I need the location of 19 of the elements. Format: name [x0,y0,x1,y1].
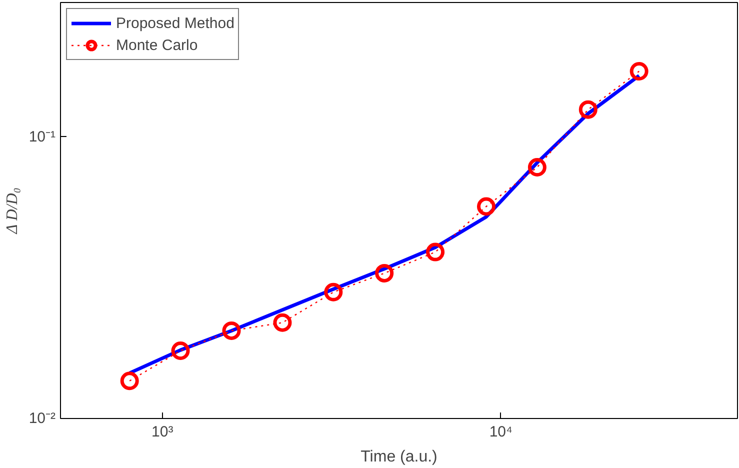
point [375,264,394,282]
point [273,313,292,332]
point [630,62,648,80]
point [476,197,496,216]
x-tick-label: 10⁴ [489,424,512,440]
y-tick-label: 10⁻² [28,410,56,427]
point [171,342,190,360]
point [222,321,241,340]
legend-label: Proposed Method [116,14,234,32]
y-tick-label: 10⁻¹ [28,128,56,146]
x-tick-label: 10³ [152,424,174,440]
legend-label: Monte Carlo [116,36,198,54]
y-axis-title: Δ D/D₀ [4,188,21,235]
point [324,282,343,302]
point [426,242,445,262]
point [528,158,546,176]
x-axis-title: Time (a.u.) [360,448,438,466]
point [578,100,598,119]
point [120,372,139,390]
